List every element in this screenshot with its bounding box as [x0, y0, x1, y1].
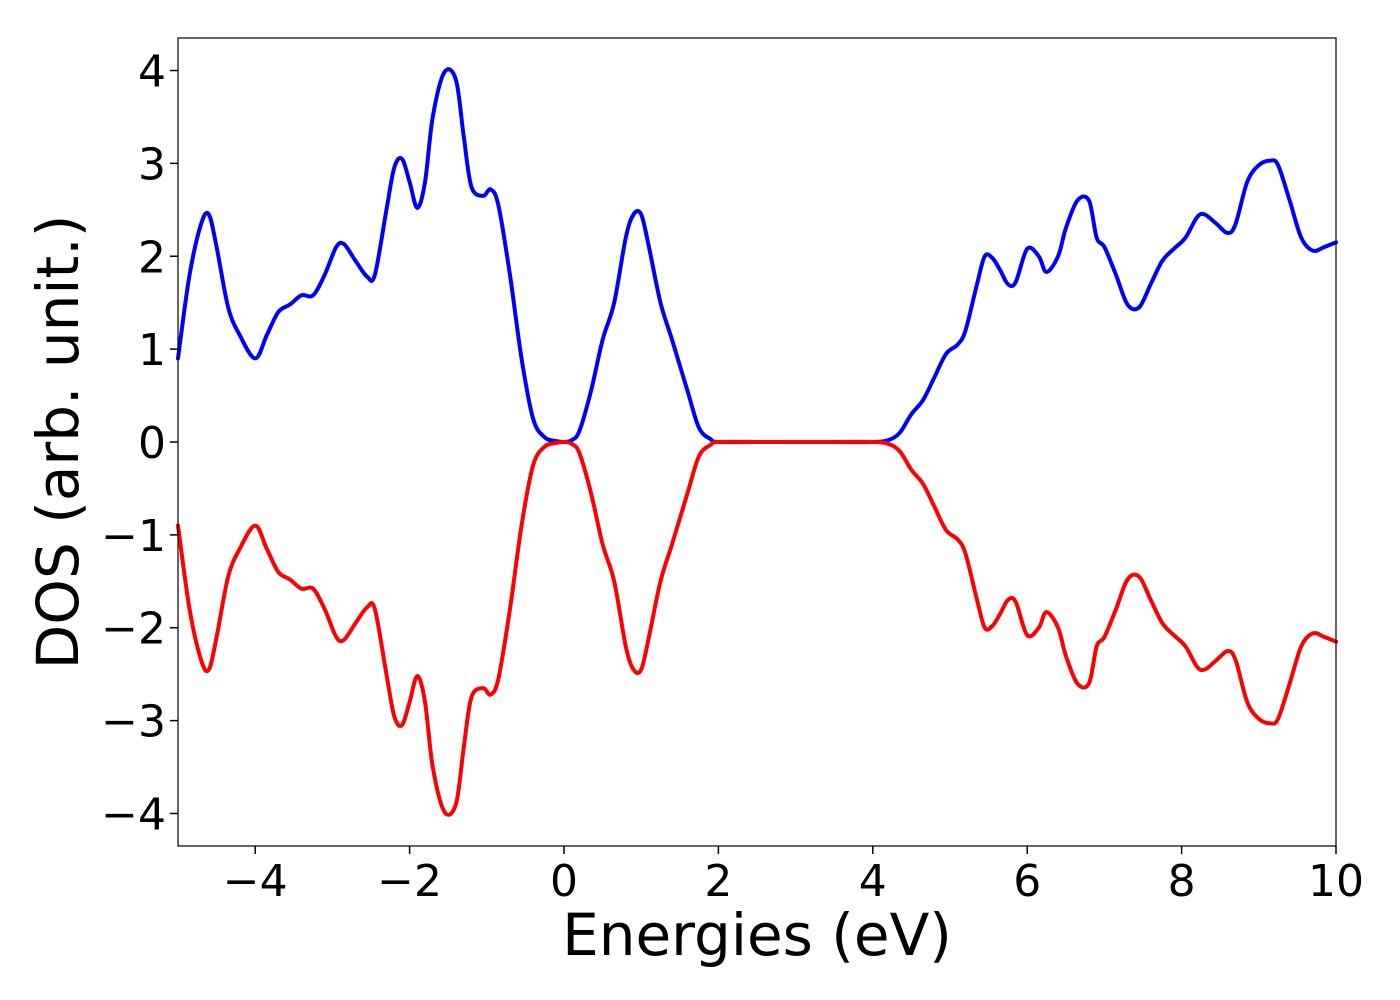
y-tick-label: −3 — [101, 697, 166, 748]
x-axis-label: Energies (eV) — [562, 901, 952, 969]
y-tick-label: −2 — [101, 604, 166, 655]
y-tick-label: −4 — [101, 789, 166, 840]
x-tick-label: 0 — [550, 856, 578, 907]
y-axis-ticks: −4 −3 −2 −1 0 1 2 3 4 — [101, 47, 178, 840]
y-axis-label: DOS (arb. unit.) — [24, 215, 92, 670]
plot-frame — [177, 37, 1337, 847]
series-line-red — [176, 439, 1338, 817]
x-tick-label: 4 — [859, 856, 887, 907]
series-line-blue — [176, 67, 1338, 445]
y-tick-label: −1 — [101, 511, 166, 562]
y-tick-label: 4 — [138, 47, 166, 98]
y-tick-label: 1 — [138, 325, 166, 376]
y-tick-label: 2 — [138, 232, 166, 283]
x-tick-label: 6 — [1013, 856, 1041, 907]
y-tick-label: 3 — [138, 139, 166, 190]
x-tick-label: 2 — [704, 856, 732, 907]
x-tick-label: −4 — [223, 856, 288, 907]
x-tick-label: 10 — [1308, 856, 1364, 907]
x-tick-label: 8 — [1168, 856, 1196, 907]
x-axis-ticks: −4 −2 0 2 4 6 8 10 — [223, 846, 1364, 907]
series-layer — [176, 67, 1338, 817]
y-tick-label: 0 — [138, 418, 166, 469]
x-tick-label: −2 — [377, 856, 442, 907]
